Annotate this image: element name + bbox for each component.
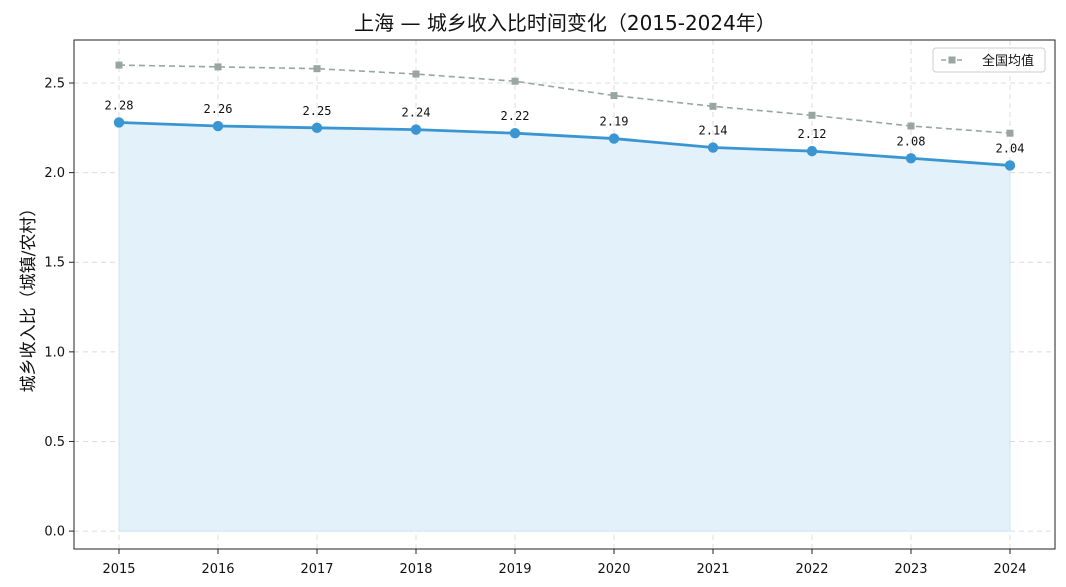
plot-frame xyxy=(73,39,1056,550)
x-tick-label: 2018 xyxy=(399,562,432,577)
data-point-shanghai xyxy=(410,124,422,135)
legend-label-national: 全国均值 xyxy=(982,53,1034,69)
x-tick-label: 2024 xyxy=(993,562,1026,577)
data-point-shanghai xyxy=(608,133,620,144)
data-point-national xyxy=(1006,129,1014,137)
x-tick-label: 2020 xyxy=(597,562,630,577)
series-line-shanghai xyxy=(118,121,1011,167)
legend-marker-national xyxy=(948,56,956,64)
y-tick-label: 0.5 xyxy=(44,435,65,450)
data-label-shanghai: 2.22 xyxy=(501,109,530,123)
data-point-shanghai xyxy=(212,120,224,132)
data-label-shanghai: 2.26 xyxy=(204,102,233,116)
data-label-shanghai: 2.24 xyxy=(402,106,431,120)
data-label-shanghai: 2.04 xyxy=(996,141,1025,155)
data-point-shanghai xyxy=(905,153,917,164)
data-point-shanghai xyxy=(509,127,521,139)
chart-title: 上海 — 城乡收入比时间变化（2015-2024年） xyxy=(354,11,776,35)
data-label-shanghai: 2.28 xyxy=(105,98,134,112)
y-tick-label: 0.0 xyxy=(44,525,65,540)
data-point-shanghai xyxy=(113,117,125,128)
data-point-shanghai xyxy=(311,122,323,134)
data-label-shanghai: 2.25 xyxy=(303,104,332,118)
legend: 全国均值 xyxy=(932,47,1046,73)
data-point-national xyxy=(610,92,618,100)
x-tick-label: 2023 xyxy=(894,562,927,577)
y-tick-label: 2.5 xyxy=(44,77,65,92)
x-tick-label: 2016 xyxy=(201,562,234,577)
x-tick-label: 2021 xyxy=(696,562,729,577)
x-tick-label: 2017 xyxy=(300,562,333,577)
y-axis-ticks: 0.0 0.5 1.0 1.5 2.0 2.5 xyxy=(44,77,74,540)
data-point-shanghai xyxy=(806,145,818,157)
data-point-national xyxy=(115,61,123,69)
legend-box xyxy=(932,47,1046,73)
data-point-national xyxy=(313,65,321,73)
data-label-shanghai: 2.08 xyxy=(897,134,926,148)
data-label-shanghai: 2.14 xyxy=(699,124,728,138)
x-tick-label: 2019 xyxy=(498,562,531,577)
data-labels-layer: 2.28 2.26 2.25 2.24 2.22 2.19 2.14 2.12 2.08 2.04 xyxy=(105,98,1025,155)
data-point-national xyxy=(808,111,816,119)
y-axis-label: 城乡收入比（城镇/农村） xyxy=(19,200,39,393)
y-tick-label: 2.0 xyxy=(44,166,65,181)
data-point-national xyxy=(511,77,519,85)
series-layer xyxy=(113,61,1016,171)
data-point-national xyxy=(709,102,717,110)
data-label-shanghai: 2.19 xyxy=(600,115,629,129)
data-label-shanghai: 2.12 xyxy=(798,127,827,141)
x-tick-label: 2022 xyxy=(795,562,828,577)
x-tick-label: 2015 xyxy=(102,562,135,577)
data-point-national xyxy=(907,122,915,130)
data-point-national xyxy=(214,63,222,71)
data-point-shanghai xyxy=(1004,160,1016,171)
x-axis-ticks: 2015 2016 2017 2018 2019 2020 2021 2022 2023 2024 xyxy=(102,549,1027,577)
area-fill-shanghai xyxy=(118,121,1011,532)
y-tick-label: 1.0 xyxy=(44,345,65,360)
series-line-national xyxy=(118,64,1011,134)
area-fill-layer xyxy=(118,121,1011,532)
y-tick-label: 1.5 xyxy=(44,256,65,271)
data-point-shanghai xyxy=(707,142,719,153)
data-point-national xyxy=(412,70,420,78)
